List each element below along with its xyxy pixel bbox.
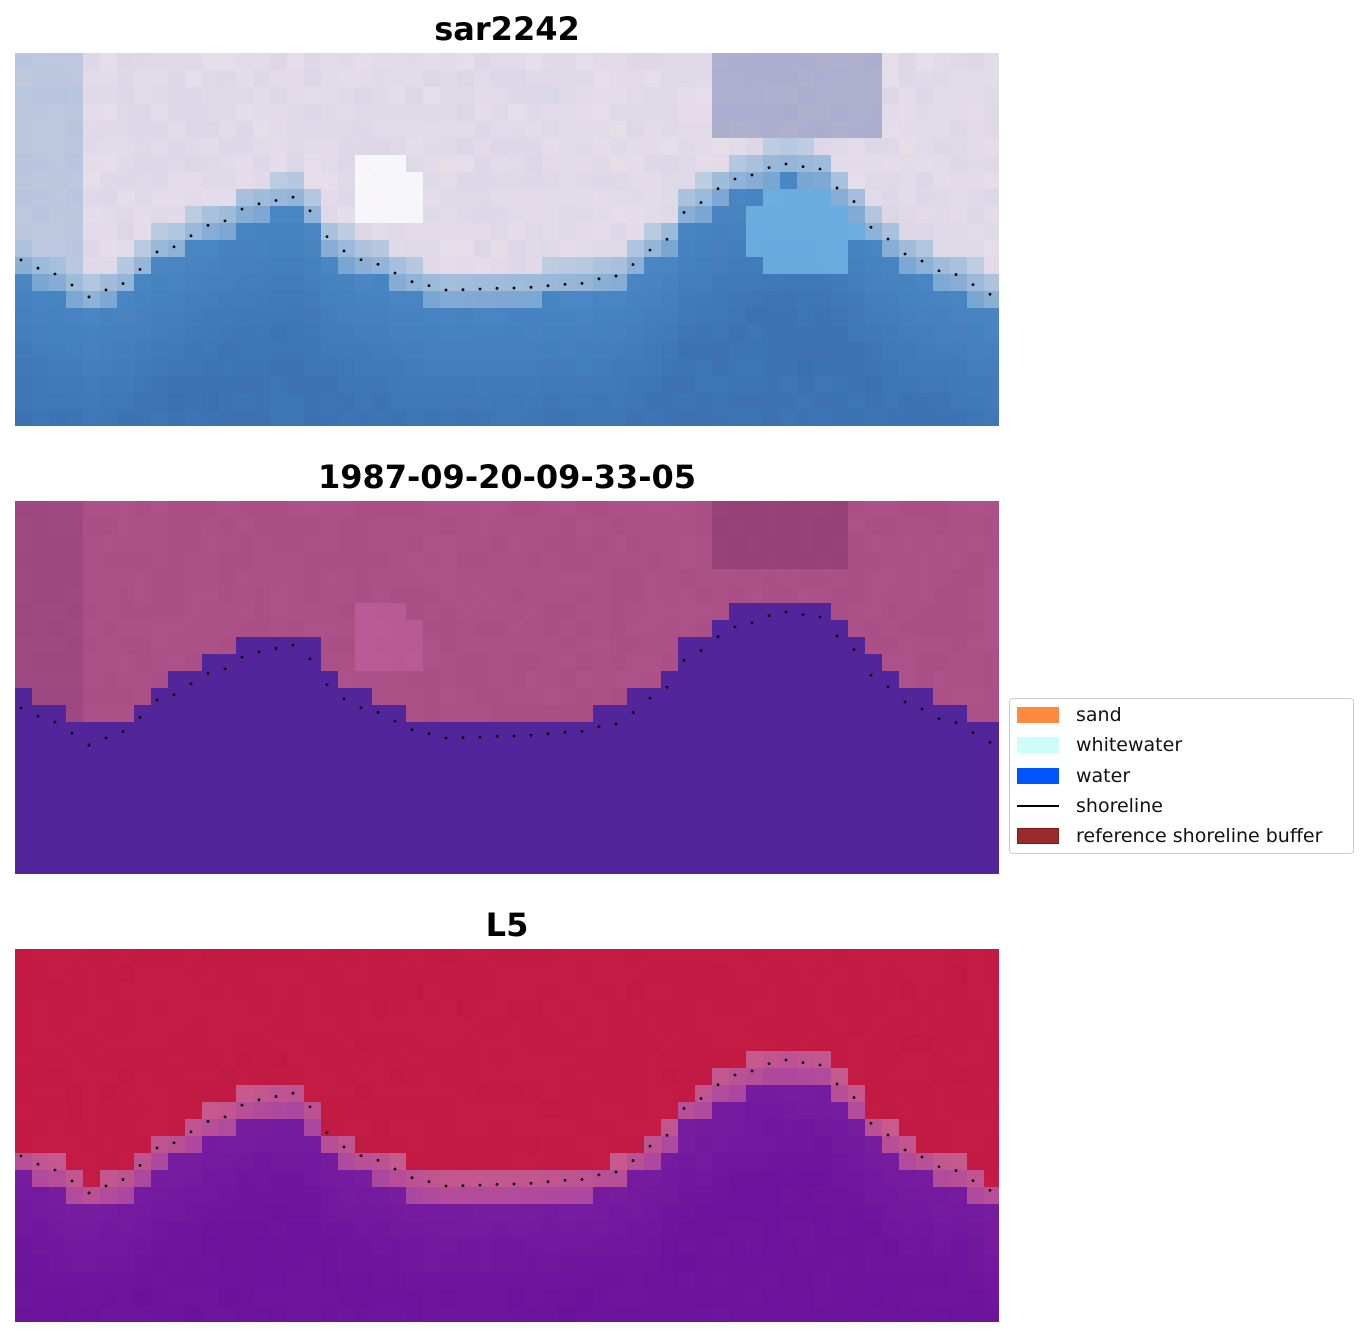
- legend-item-shoreline: shoreline: [1017, 795, 1163, 817]
- index-image: [15, 949, 999, 1322]
- legend-item-sand: sand: [1017, 704, 1122, 726]
- panel-title-rgb: sar2242: [434, 10, 580, 48]
- legend-label-sand: sand: [1076, 704, 1122, 726]
- legend-label-shoreline: shoreline: [1076, 795, 1163, 817]
- legend: sand whitewater water shoreline referenc…: [1009, 698, 1354, 854]
- shoreline-dots: [19, 162, 992, 299]
- sand-swatch: [1017, 707, 1059, 723]
- index-image-panel: [15, 949, 999, 1322]
- water-swatch: [1017, 768, 1059, 784]
- classification-image: [15, 501, 999, 874]
- reference-buffer-swatch: [1017, 828, 1059, 844]
- legend-item-reference-buffer: reference shoreline buffer: [1017, 825, 1322, 847]
- shoreline-dots: [19, 1058, 992, 1195]
- rgb-pixels: [15, 53, 999, 426]
- shoreline-line-swatch: [1017, 805, 1059, 807]
- legend-label-reference-buffer: reference shoreline buffer: [1076, 825, 1323, 847]
- whitewater-swatch: [1017, 737, 1059, 753]
- rgb-image-panel: [15, 53, 999, 426]
- classification-pixels: [15, 501, 999, 874]
- panel-title-index: L5: [485, 906, 529, 944]
- classification-image-panel: [15, 501, 999, 874]
- legend-item-water: water: [1017, 765, 1130, 787]
- rgb-image: [15, 53, 999, 426]
- index-pixels: [15, 949, 999, 1322]
- legend-label-water: water: [1076, 765, 1131, 787]
- legend-label-whitewater: whitewater: [1076, 734, 1183, 756]
- legend-item-whitewater: whitewater: [1017, 734, 1182, 756]
- panel-title-classification: 1987-09-20-09-33-05: [317, 458, 697, 496]
- shoreline-dots: [19, 610, 992, 747]
